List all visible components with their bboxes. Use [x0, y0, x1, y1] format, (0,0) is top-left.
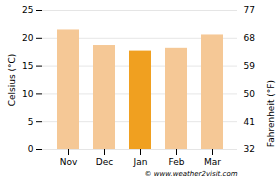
svg-text:25: 25	[22, 5, 33, 15]
svg-text:Fahrenheit (°F): Fahrenheit (°F)	[266, 80, 276, 147]
svg-text:Nov: Nov	[60, 157, 78, 167]
svg-text:68: 68	[244, 33, 256, 43]
svg-text:Celsius (°C): Celsius (°C)	[7, 54, 17, 107]
svg-text:41: 41	[244, 117, 255, 127]
svg-text:10: 10	[22, 89, 34, 99]
svg-text:5: 5	[28, 117, 34, 127]
svg-text:Feb: Feb	[169, 157, 185, 167]
svg-text:20: 20	[22, 33, 34, 43]
svg-text:Jan: Jan	[133, 157, 148, 167]
svg-text:© www.weather2visit.com: © www.weather2visit.com	[145, 170, 238, 178]
svg-text:77: 77	[244, 5, 255, 15]
svg-text:Dec: Dec	[96, 157, 113, 167]
svg-text:15: 15	[22, 61, 33, 71]
svg-text:32: 32	[244, 144, 255, 154]
svg-text:0: 0	[28, 144, 34, 154]
svg-text:50: 50	[244, 89, 256, 99]
svg-text:59: 59	[244, 61, 256, 71]
svg-text:Mar: Mar	[204, 157, 221, 167]
